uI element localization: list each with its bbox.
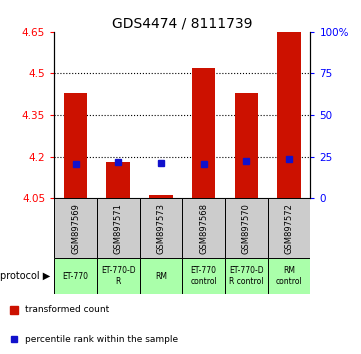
Text: GSM897568: GSM897568 (199, 203, 208, 254)
Bar (268, 198, 310, 258)
Bar (235, 93, 258, 198)
Text: GSM897573: GSM897573 (156, 203, 165, 254)
Text: RM: RM (155, 272, 167, 281)
Bar (149, 195, 173, 198)
Text: ET-770: ET-770 (62, 272, 88, 281)
Text: transformed count: transformed count (25, 305, 109, 314)
Text: percentile rank within the sample: percentile rank within the sample (25, 335, 178, 344)
Text: GSM897569: GSM897569 (71, 203, 80, 254)
Bar (64, 93, 87, 198)
Bar (140, 198, 182, 258)
Bar (106, 162, 130, 198)
Text: protocol ▶: protocol ▶ (0, 271, 51, 281)
Bar (97, 198, 140, 258)
Text: GSM897570: GSM897570 (242, 203, 251, 254)
Bar (225, 258, 268, 294)
Bar (97, 258, 140, 294)
Bar (54, 258, 97, 294)
Text: ET-770
control: ET-770 control (190, 267, 217, 286)
Bar (192, 68, 216, 198)
Text: GSM897571: GSM897571 (114, 203, 123, 254)
Text: ET-770-D
R: ET-770-D R (101, 267, 135, 286)
Bar (182, 198, 225, 258)
Bar (54, 198, 97, 258)
Bar (182, 258, 225, 294)
Bar (225, 198, 268, 258)
Bar (140, 258, 182, 294)
Bar (268, 258, 310, 294)
Text: RM
control: RM control (276, 267, 303, 286)
Text: GSM897572: GSM897572 (284, 203, 293, 254)
Text: ET-770-D
R control: ET-770-D R control (229, 267, 264, 286)
Title: GDS4474 / 8111739: GDS4474 / 8111739 (112, 17, 253, 31)
Bar (277, 32, 301, 198)
